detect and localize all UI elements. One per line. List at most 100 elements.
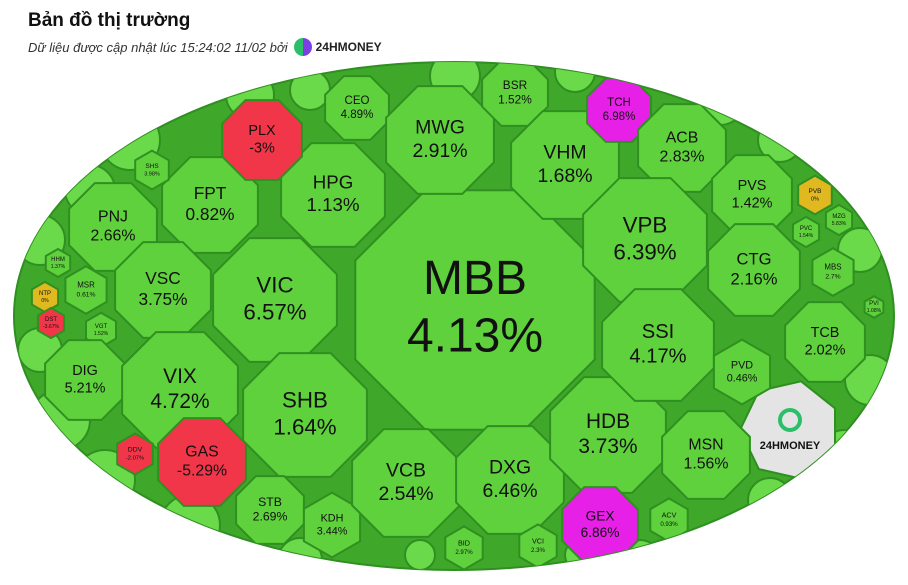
cell	[712, 338, 772, 406]
cell-value: 2.02%	[805, 342, 846, 358]
cell-value: 1.52%	[94, 331, 109, 337]
cell	[36, 306, 66, 340]
subtitle-row: Dữ liệu được cập nhật lúc 15:24:02 11/02…	[28, 38, 382, 56]
cell	[601, 288, 715, 402]
cell	[707, 223, 801, 317]
cell	[44, 339, 126, 421]
cell	[157, 417, 247, 507]
cell-name: VCI	[532, 537, 544, 546]
cell-value: 2.91%	[412, 140, 467, 162]
cell-name: HPG	[313, 172, 354, 193]
cell-name: MSR	[77, 280, 95, 289]
cell-name: KDH	[321, 512, 344, 524]
cell	[324, 75, 390, 141]
cell-name: BSR	[503, 78, 528, 92]
cell-name: MSN	[688, 437, 723, 454]
cell-value: 1.42%	[732, 195, 773, 211]
cell	[661, 410, 751, 500]
cell-value: 2.69%	[253, 510, 288, 524]
cell-name: ACB	[666, 130, 699, 147]
cell-value: 5.21%	[65, 380, 106, 396]
cell-name: DXG	[489, 456, 531, 478]
cell-name: VIC	[256, 272, 293, 297]
cell-value: 2.66%	[91, 228, 136, 245]
cell-name: HHM	[51, 257, 65, 263]
cell	[64, 265, 108, 315]
cell-name: PVD	[731, 359, 753, 371]
cell-value: 1.13%	[306, 194, 359, 215]
cell	[116, 432, 154, 476]
filler-cell	[747, 477, 793, 523]
cell-value: 2.54%	[378, 483, 433, 505]
cell	[811, 247, 855, 297]
cell-name: PVB	[809, 188, 822, 195]
cell-name: VSC	[145, 268, 181, 288]
cell-name: VGT	[95, 324, 108, 330]
cell-value: 3.75%	[139, 289, 188, 309]
cell-value: 4.89%	[341, 109, 374, 121]
cell	[791, 215, 821, 249]
cell-name: PNJ	[98, 209, 128, 226]
cell-name: SHB	[282, 387, 328, 412]
brand: 24HMONEY	[293, 38, 382, 56]
cell-name: MWG	[415, 116, 465, 138]
cell	[444, 525, 484, 570]
title: Bản đồ thị trường	[28, 10, 191, 31]
cell-name: HDB	[586, 410, 630, 433]
cell-value: 2.97%	[455, 549, 473, 556]
cell-value: 0.46%	[727, 372, 758, 384]
brand-cell-icon	[778, 408, 802, 432]
cell-value: 1.08%	[867, 308, 882, 314]
cell-value: 3.98%	[144, 171, 160, 177]
cell	[235, 475, 305, 545]
cell-value: 0%	[41, 298, 49, 304]
cell	[134, 149, 170, 191]
cell-name: VHM	[543, 141, 586, 163]
cell	[586, 77, 652, 143]
cell	[863, 295, 885, 319]
cell-name: DIG	[72, 363, 98, 379]
cell-name: PVC	[800, 226, 813, 232]
cell-value: -3%	[249, 140, 275, 156]
cell-value: -2.07%	[126, 456, 144, 462]
cell-name: PVS	[738, 178, 767, 194]
cell	[797, 174, 833, 216]
cell-name: VIX	[163, 365, 197, 388]
cell-value: 2.7%	[825, 274, 840, 281]
cell-value: 1.56%	[684, 456, 729, 473]
filler-cell	[211, 541, 249, 570]
cell	[784, 301, 866, 383]
brand-icon	[293, 38, 312, 56]
cell-name: DDV	[128, 447, 143, 454]
cell-value: 3.44%	[317, 525, 348, 537]
cell-name: TCH	[607, 97, 631, 109]
cell-name: CEO	[345, 95, 370, 107]
cell-value: 1.54%	[799, 233, 814, 239]
cell-name: PVI	[869, 301, 879, 307]
cell-name: STB	[258, 495, 282, 509]
cell-value: 6.86%	[581, 525, 620, 540]
cell-name: GAS	[185, 444, 218, 461]
cell-value: 0%	[811, 196, 819, 202]
cell-value: 2.3%	[531, 547, 545, 554]
cell-value: -3.67%	[43, 324, 60, 330]
cell-value: 1.68%	[537, 165, 592, 187]
cell	[351, 428, 461, 538]
cell-value: 1.52%	[498, 92, 532, 106]
cell-name: NTP	[39, 291, 51, 297]
cell	[242, 352, 368, 478]
cell-value: 1.37%	[51, 264, 66, 270]
cell-value: 1.64%	[273, 414, 336, 439]
cell-name: PLX	[248, 123, 276, 139]
cell-name: VPB	[623, 212, 668, 237]
cell-value: -5.29%	[177, 463, 227, 480]
filler-cell	[554, 62, 596, 93]
cell-name: BID	[458, 539, 470, 548]
cell-value: 0.61%	[76, 292, 95, 299]
cell-name: TCB	[811, 325, 840, 341]
cell-value: 2.16%	[731, 269, 778, 288]
cell-value: 2.83%	[660, 149, 705, 166]
cell	[221, 99, 303, 181]
brand-cell-label: 24HMONEY	[760, 440, 821, 452]
